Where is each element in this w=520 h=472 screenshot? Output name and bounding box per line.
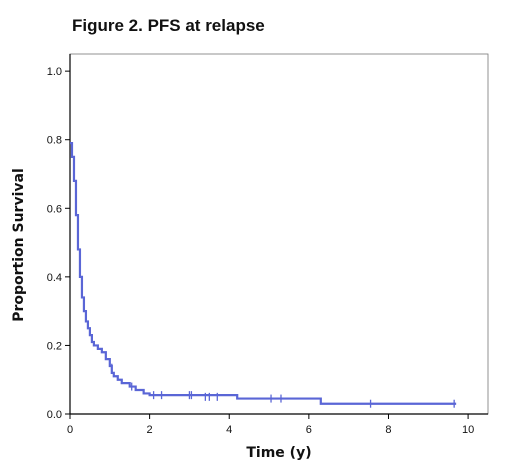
curve-layer [70,142,457,405]
y-tick-label: 0.8 [47,135,62,147]
figure-title: Figure 2. PFS at relapse [72,16,265,35]
x-tick-label: 0 [67,424,73,436]
x-tick-label: 8 [385,424,391,436]
y-tick-label: 0.4 [47,272,62,284]
y-axis-title: Proportion Survival [11,168,27,322]
axes: 0.0 0.2 0.4 0.6 0.8 1.0 0 2 4 6 8 10 [47,54,488,436]
censor-marks [111,363,455,408]
x-tick-label: 4 [226,424,232,436]
x-tick-label: 10 [462,424,474,436]
y-tick-label: 0.6 [47,203,62,215]
x-tick-label: 6 [306,424,312,436]
y-tick-label: 1.0 [47,66,62,78]
y-tick-label: 0.0 [47,409,62,421]
x-axis-title: Time (y) [246,445,311,461]
plot-frame [69,53,489,415]
y-tick-label: 0.2 [47,340,62,352]
survival-curve [70,142,457,405]
x-tick-label: 2 [147,424,153,436]
